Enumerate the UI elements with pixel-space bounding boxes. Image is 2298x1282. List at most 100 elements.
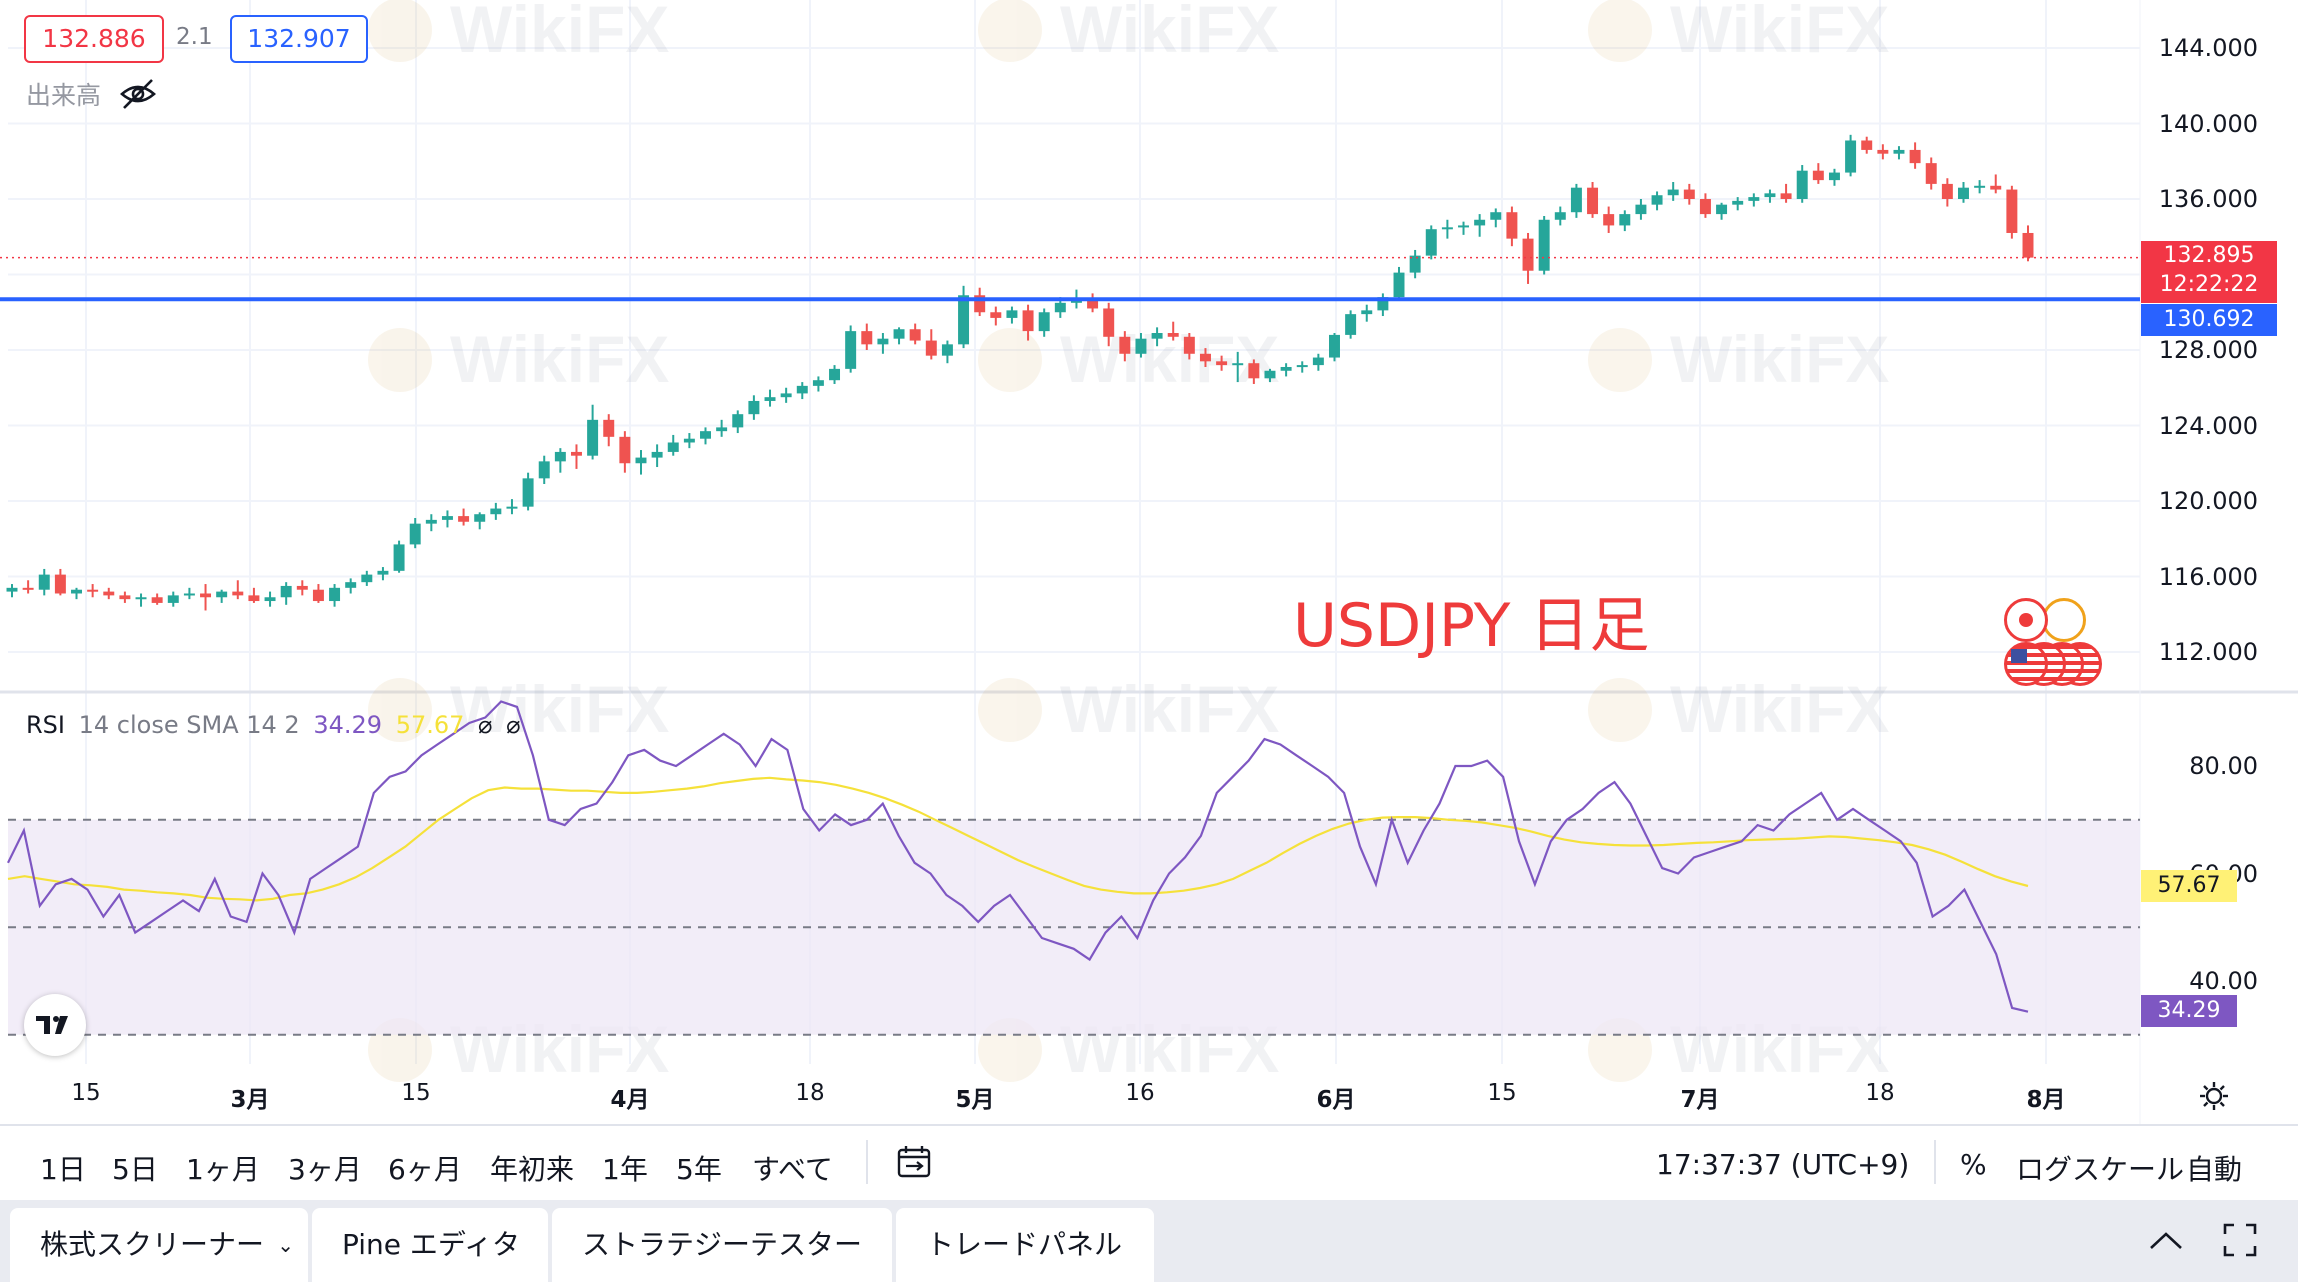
range-button[interactable]: 1日	[40, 1153, 86, 1186]
settings-icon[interactable]	[2198, 1080, 2230, 1112]
tab-trade-panel[interactable]: トレードパネル	[896, 1208, 1154, 1282]
candle-down	[232, 591, 244, 596]
spread-value: 2.1	[176, 24, 213, 50]
watermark-logo-icon	[978, 0, 1042, 62]
time-axis-label: 15	[401, 1080, 431, 1106]
range-button[interactable]: 6ヶ月	[388, 1153, 462, 1186]
rsi-line	[7, 700, 2029, 1013]
candle-up	[216, 591, 228, 598]
range-button[interactable]: 5日	[112, 1153, 158, 1186]
candle-down	[1861, 140, 1873, 150]
chevron-up-icon[interactable]	[2148, 1228, 2184, 1252]
candle-up	[361, 574, 373, 583]
price-axis-label: 128.000	[2158, 336, 2258, 364]
time-axis-label: 18	[795, 1080, 825, 1106]
percent-toggle[interactable]: %	[1960, 1148, 1987, 1181]
candle-down	[1925, 163, 1937, 184]
log-scale-toggle[interactable]: ログスケール	[2016, 1153, 2185, 1186]
candle-up	[345, 582, 357, 588]
candle-up	[1716, 204, 1728, 215]
candle-down	[909, 329, 921, 341]
candle-down	[458, 516, 470, 522]
wikifx-watermark: WikiFX	[368, 0, 669, 66]
bid-price-box[interactable]: 132.886	[24, 15, 164, 63]
candle-down	[1699, 199, 1711, 215]
time-axis-label: 15	[1487, 1080, 1517, 1106]
watermark-text: WikiFX	[1670, 0, 1889, 66]
candle-up	[1828, 172, 1840, 181]
wikifx-watermark: WikiFX	[1588, 672, 1889, 746]
candle-down	[1216, 361, 1228, 366]
candle-up	[1232, 363, 1244, 366]
price-axis-label: 124.000	[2158, 411, 2258, 440]
tab-stock-screener[interactable]: 株式スクリーナー ⌄	[10, 1208, 308, 1282]
countdown-value: 12:22:22	[2159, 272, 2259, 297]
candle-up	[1296, 365, 1308, 368]
candle-up	[1329, 334, 1340, 358]
wikifx-watermark: WikiFX	[978, 0, 1279, 66]
watermark-text: WikiFX	[450, 322, 669, 396]
candle-up	[651, 451, 663, 458]
candle-up	[6, 587, 18, 592]
candle-down	[1522, 238, 1534, 271]
candle-down	[2022, 232, 2034, 258]
candle-up	[1958, 187, 1969, 199]
range-button[interactable]: すべて	[752, 1153, 833, 1186]
candle-up	[1974, 185, 1986, 188]
candle-up	[1748, 197, 1760, 201]
rsi-sma-value: 57.67	[395, 711, 465, 739]
candle-up	[1667, 189, 1679, 196]
candle-down	[1812, 170, 1824, 181]
tab-label: Pine エディタ	[342, 1228, 520, 1261]
calendar-icon[interactable]	[896, 1144, 932, 1180]
range-button[interactable]: 3ヶ月	[288, 1153, 362, 1186]
range-button[interactable]: 5年	[676, 1153, 722, 1186]
candle-up	[700, 431, 711, 439]
candle-up	[1135, 338, 1147, 354]
eye-hidden-icon[interactable]	[118, 76, 158, 112]
price-axis-label: 144.000	[2158, 34, 2258, 62]
auto-scale-toggle[interactable]: 自動	[2186, 1153, 2243, 1186]
hline-price-tag[interactable]: 130.692	[2141, 304, 2277, 336]
ask-price-box[interactable]: 132.907	[230, 15, 368, 63]
candle-up	[38, 574, 50, 590]
fullscreen-icon[interactable]	[2222, 1222, 2258, 1258]
range-button[interactable]: 1ヶ月	[186, 1153, 260, 1186]
na-icon: ⌀	[506, 711, 521, 739]
na-icon: ⌀	[478, 711, 493, 739]
tab-strategy-tester[interactable]: ストラテジーテスター	[552, 1208, 892, 1282]
candle-up	[393, 544, 405, 571]
candle-up	[845, 331, 857, 369]
candle-up	[1280, 366, 1292, 371]
watermark-logo-icon	[368, 678, 432, 742]
candle-up	[716, 427, 728, 432]
candle-up	[1554, 212, 1566, 220]
candle-down	[619, 436, 631, 464]
chart-canvas[interactable]: WikiFX WikiFX WikiFX WikiFX WikiFX WikiFX Wiki…	[0, 0, 2298, 1124]
watermark-logo-icon	[1588, 328, 1652, 392]
candle-up	[764, 397, 776, 401]
rsi-series	[7, 700, 2029, 1013]
rsi-axis-label: 80.00	[2189, 752, 2258, 780]
candle-up	[409, 523, 421, 545]
range-button[interactable]: 年初来	[490, 1153, 575, 1186]
candle-up	[538, 461, 550, 479]
candle-up	[522, 478, 534, 507]
clock-display[interactable]: 17:37:37 (UTC+9)	[1656, 1148, 1910, 1181]
rsi-sma-line	[7, 776, 2029, 902]
current-price-value: 132.895	[2163, 243, 2255, 268]
candle-down	[1087, 299, 1099, 309]
time-axis-label: 5月	[955, 1087, 995, 1113]
candle-up	[587, 419, 599, 456]
candle-up	[183, 593, 195, 596]
range-button[interactable]: 1年	[602, 1153, 648, 1186]
candle-up	[167, 595, 179, 603]
candle-down	[1780, 193, 1792, 199]
us-flag-icon	[2004, 642, 2048, 686]
tradingview-logo[interactable]	[24, 994, 86, 1056]
tab-pine-editor[interactable]: Pine エディタ	[312, 1208, 548, 1282]
rsi-legend[interactable]: RSI 14 close SMA 14 2 34.29 57.67 ⌀ ⌀	[26, 711, 527, 739]
candle-down	[925, 340, 937, 356]
candle-up	[1732, 200, 1744, 205]
candle-up	[1361, 310, 1373, 315]
